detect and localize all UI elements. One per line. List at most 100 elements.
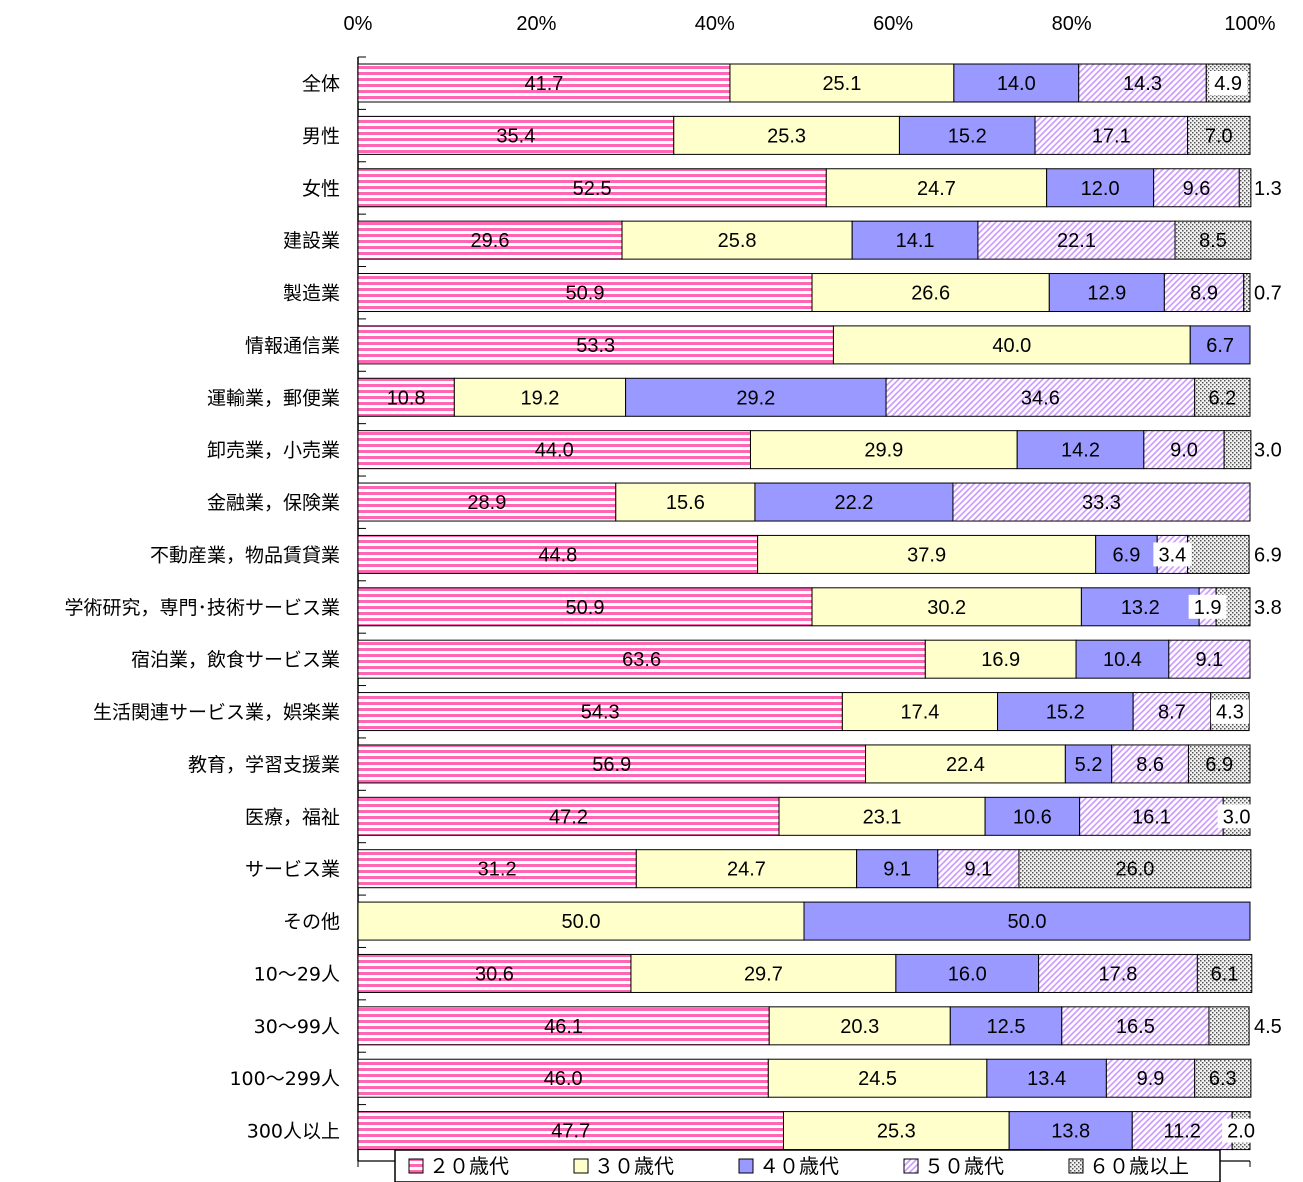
category-label: その他 [283, 911, 340, 933]
bar-segment [1046, 168, 1155, 208]
bar-segment [953, 63, 1080, 103]
bar-segment [1079, 796, 1224, 836]
bar-segment [1038, 953, 1198, 993]
bar-segment [1163, 273, 1245, 313]
value-label: 9.1 [883, 859, 911, 881]
value-label: 16.0 [948, 963, 987, 985]
value-label: 9.6 [1183, 178, 1211, 200]
bar-segment [615, 482, 756, 522]
bar-segment [952, 482, 1251, 522]
bar-segment [977, 220, 1176, 260]
bar-segment [1243, 273, 1251, 313]
value-label: 8.7 [1158, 702, 1186, 724]
value-label: 12.0 [1081, 178, 1120, 200]
legend-swatch [1068, 1158, 1084, 1174]
value-label: 44.0 [535, 440, 574, 462]
value-label: 10.4 [1103, 649, 1142, 671]
bar-segment [984, 796, 1081, 836]
category-label: 卸売業，小売業 [207, 440, 340, 462]
value-label: 15.6 [666, 492, 705, 514]
bar-segment [357, 1111, 784, 1151]
bar-segment [1080, 587, 1200, 627]
value-label: 3.0 [1254, 440, 1282, 462]
value-label: 30.6 [475, 963, 514, 985]
value-label: 52.5 [573, 178, 612, 200]
category-label: 学術研究，専門･技術サービス業 [64, 597, 340, 619]
legend-label: ２０歳代 [429, 1154, 509, 1178]
bar-segment [1189, 325, 1251, 365]
bar-segment [1194, 1058, 1252, 1098]
value-label: 47.2 [549, 806, 588, 828]
bar-segment [1131, 1111, 1233, 1151]
legend-swatch [903, 1158, 919, 1174]
bar-segment [357, 744, 867, 784]
bar-segment [1111, 744, 1189, 784]
value-label: 37.9 [907, 544, 946, 566]
value-label: 46.1 [544, 1016, 583, 1038]
bar-segment [1105, 1058, 1196, 1098]
bar-segment [885, 377, 1196, 417]
bar-segment [357, 377, 455, 417]
value-label: 13.8 [1051, 1121, 1090, 1143]
bar-segment [803, 901, 1251, 941]
bar-segment [1238, 168, 1252, 208]
value-label: 14.0 [997, 73, 1036, 95]
category-label: サービス業 [245, 859, 340, 881]
category-label: 製造業 [283, 283, 340, 305]
value-label: 9.1 [1196, 649, 1224, 671]
value-label: 44.8 [538, 544, 577, 566]
bar-segment [1132, 692, 1212, 732]
bar-segment [357, 849, 637, 889]
x-tick-label: 20% [516, 13, 556, 35]
value-label: 6.7 [1206, 335, 1234, 357]
bar-segment [357, 63, 731, 103]
value-label: 24.5 [858, 1068, 897, 1090]
category-label: 10～29人 [254, 963, 340, 985]
category-label: 女性 [302, 178, 340, 200]
category-label: 教育，学習支援業 [188, 754, 340, 776]
bar-segment [630, 953, 897, 993]
value-label: 10.6 [1013, 806, 1052, 828]
value-label: 24.7 [917, 178, 956, 200]
value-label: 33.3 [1082, 492, 1121, 514]
category-label: 男性 [302, 125, 340, 147]
bar-segment [621, 220, 853, 260]
value-label: 11.2 [1163, 1121, 1200, 1143]
bar-segment [1018, 849, 1252, 889]
value-label: 25.1 [822, 73, 861, 95]
value-label: 35.4 [496, 125, 535, 147]
value-label: 6.9 [1254, 544, 1282, 566]
value-label: 15.2 [948, 125, 987, 147]
category-label: 運輸業，郵便業 [207, 387, 340, 409]
value-label: 23.1 [863, 806, 902, 828]
value-label: 1.9 [1194, 597, 1222, 619]
bar-segment [1168, 639, 1251, 679]
bar-segment [768, 1006, 951, 1046]
value-label: 22.1 [1057, 230, 1096, 252]
bar-segment [1187, 115, 1251, 155]
value-label: 16.5 [1116, 1016, 1155, 1038]
value-label: 6.9 [1205, 754, 1233, 776]
value-label: 3.4 [1158, 544, 1186, 566]
value-label: 63.6 [622, 649, 661, 671]
value-label: 12.5 [987, 1016, 1026, 1038]
bar-segment [865, 744, 1066, 784]
value-label: 8.9 [1190, 283, 1218, 305]
value-label: 54.3 [581, 702, 620, 724]
bar-segment [856, 849, 939, 889]
value-label: 17.8 [1099, 963, 1138, 985]
value-label: 15.2 [1046, 702, 1085, 724]
value-label: 6.3 [1209, 1068, 1237, 1090]
category-label: 建設業 [283, 230, 340, 252]
bar-segment [757, 534, 1097, 574]
value-label: 4.5 [1254, 1016, 1282, 1038]
value-label: 29.2 [736, 387, 775, 409]
value-label: 14.1 [896, 230, 935, 252]
value-label: 10.8 [387, 387, 426, 409]
bar-segment [986, 1058, 1107, 1098]
bar-segment [635, 849, 858, 889]
bar-segment [825, 168, 1048, 208]
bar-segment [357, 115, 675, 155]
value-label-backing [1210, 699, 1249, 724]
